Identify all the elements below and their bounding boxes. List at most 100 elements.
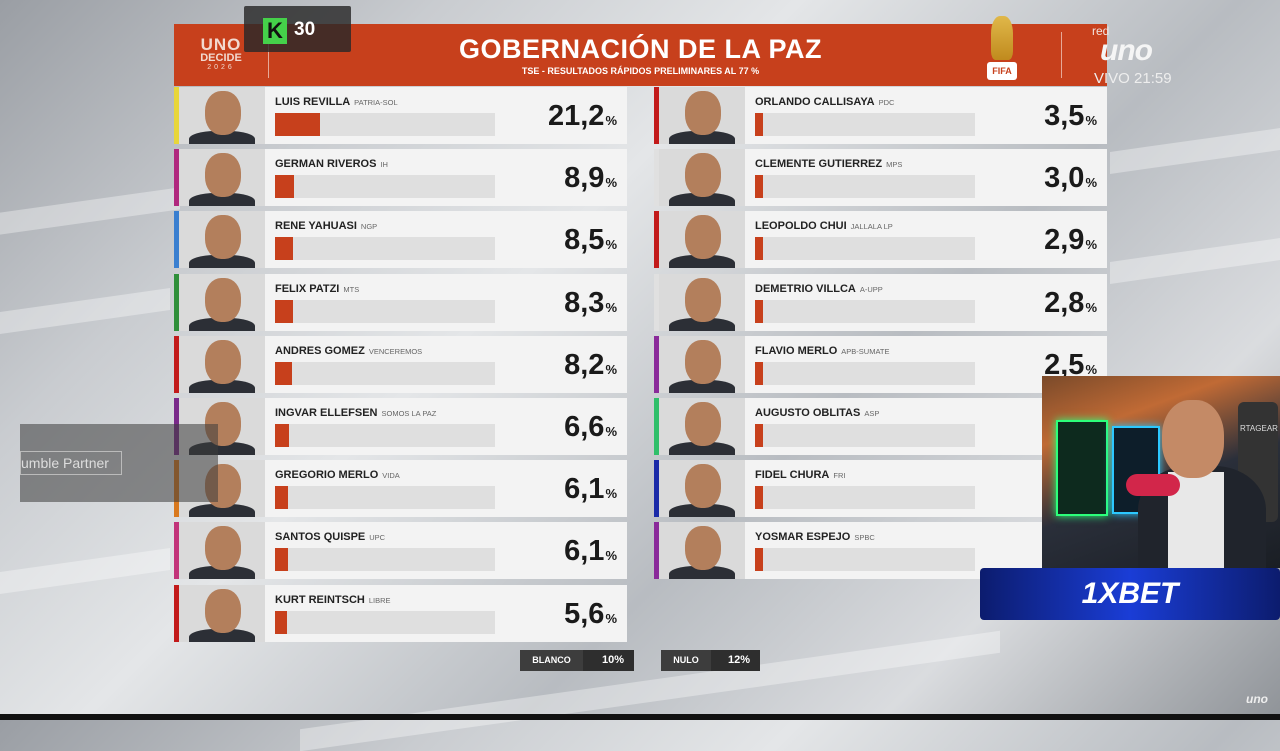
candidate-portrait-body [189, 628, 255, 642]
vote-bar [275, 237, 293, 261]
percentage-value: 8,9 [564, 162, 605, 195]
vote-bar-track [755, 299, 975, 323]
candidate-party: JALLALA LP [850, 222, 893, 232]
vote-bar-track [275, 361, 495, 385]
candidate-name-line: SANTOS QUISPE UPC [275, 531, 385, 543]
percent-symbol: % [605, 548, 617, 564]
candidate-portrait-head [205, 526, 241, 571]
candidate-portrait-body [189, 193, 255, 207]
world-cup-logo: FIFA [980, 16, 1024, 82]
party-color-stripe [174, 211, 179, 269]
candidate-name: GERMAN RIVEROS [275, 158, 377, 171]
vote-percentage: 8,2% [564, 349, 617, 382]
vote-bar-track [275, 113, 495, 136]
percent-symbol: % [605, 610, 617, 626]
candidate-row: CLEMENTE GUTIERREZ MPS 3,0% [654, 149, 1107, 207]
percent-symbol: % [1085, 299, 1097, 315]
candidate-photo [659, 87, 745, 144]
vote-bar-track [275, 299, 495, 323]
percentage-value: 2,5 [1044, 348, 1085, 381]
party-color-stripe [174, 273, 179, 331]
candidate-name: ORLANDO CALLISAYA [755, 96, 875, 108]
candidate-name: GREGORIO MERLO [275, 469, 379, 482]
candidate-row: AUGUSTO OBLITAS ASP [654, 398, 1107, 455]
brand-line-1: UNO [200, 35, 242, 54]
background-stripe [0, 548, 170, 594]
party-color-stripe [654, 460, 659, 518]
vote-bar-track [275, 548, 495, 572]
kick-logo-icon: K [263, 18, 287, 44]
page-subtitle: TSE - RESULTADOS RÁPIDOS PRELIMINARES AL… [521, 66, 760, 76]
sponsor-banner[interactable]: 1XBET [980, 568, 1280, 620]
trophy-icon [991, 16, 1013, 60]
candidate-name-line: GERMAN RIVEROS IH [275, 158, 388, 170]
candidate-name-line: CLEMENTE GUTIERREZ MPS [755, 158, 902, 170]
party-color-stripe [174, 584, 179, 642]
vote-bar [275, 299, 293, 323]
vote-bar-track [275, 237, 495, 261]
vote-bar-track [275, 175, 495, 199]
candidate-name-line: GREGORIO MERLO VIDA [275, 469, 400, 481]
candidate-photo [659, 149, 745, 207]
percentage-value: 8,2 [564, 348, 605, 381]
vote-bar-track [755, 548, 975, 572]
percentage-value: 3,0 [1044, 162, 1085, 195]
candidate-portrait-body [189, 566, 255, 580]
vote-bar [755, 486, 763, 510]
background-stripe [0, 288, 170, 334]
candidate-portrait-body [669, 566, 735, 580]
candidate-party: MTS [343, 284, 360, 294]
network-name: uno [1100, 34, 1153, 67]
candidate-row: RENE YAHUASI NGP 8,5% [174, 211, 627, 269]
partner-text: umble Partner [20, 451, 122, 475]
candidate-row: ORLANDO CALLISAYA PDC 3,5% [654, 87, 1107, 144]
candidate-portrait-head [205, 215, 241, 260]
brand-line-2: DECIDE [200, 52, 242, 64]
party-color-stripe [174, 335, 179, 393]
vote-percentage: 21,2% [548, 100, 617, 133]
candidate-name: SANTOS QUISPE [275, 531, 366, 544]
candidate-party: UPC [369, 533, 386, 543]
party-color-stripe [174, 149, 179, 207]
candidate-portrait-head [685, 526, 721, 571]
candidate-photo [659, 335, 745, 393]
candidate-name-line: FLAVIO MERLO APB-SUMATE [755, 345, 890, 357]
candidate-portrait-body [189, 504, 255, 518]
candidate-name: KURT REINTSCH [275, 593, 365, 606]
network-logo: red uno VIVO 21:59 [1086, 24, 1196, 87]
candidate-name-line: FELIX PATZI MTS [275, 283, 359, 295]
percentage-value: 8,5 [564, 224, 605, 257]
vote-bar [275, 113, 320, 136]
candidate-name: INGVAR ELLEFSEN [275, 407, 378, 419]
candidate-portrait-body [669, 131, 735, 144]
vote-bar [275, 424, 289, 447]
candidate-photo [179, 211, 265, 269]
candidate-name-line: LUIS REVILLA PATRIA-SOL [275, 96, 398, 108]
percent-symbol: % [605, 486, 617, 502]
percentage-value: 6,1 [564, 535, 605, 568]
candidate-party: APB-SUMATE [841, 346, 890, 356]
percent-symbol: % [605, 175, 617, 191]
candidate-photo [659, 522, 745, 580]
candidate-party: IH [380, 160, 388, 170]
party-color-stripe [654, 211, 659, 269]
sponsor-logo: 1XBET [1081, 577, 1179, 610]
candidate-name: DEMETRIO VILLCA [755, 282, 856, 295]
candidate-party: A-UPP [859, 284, 883, 294]
page-title: GOBERNACIÓN DE LA PAZ [458, 34, 822, 64]
party-color-stripe [654, 273, 659, 331]
vote-bar-track [755, 486, 975, 510]
background-stripe [1110, 128, 1280, 174]
candidate-name-line: KURT REINTSCH LIBRE [275, 594, 391, 606]
candidate-portrait-body [669, 379, 735, 393]
fifa-badge: FIFA [987, 62, 1017, 80]
candidate-photo [659, 273, 745, 331]
candidate-photo [179, 149, 265, 207]
candidate-portrait-head [685, 402, 721, 446]
brand-line-3: 2026 [207, 64, 235, 71]
candidate-row: GERMAN RIVEROS IH 8,9% [174, 149, 627, 207]
candidate-row: GREGORIO MERLO VIDA 6,1% [174, 460, 627, 518]
vote-percentage: 2,8% [1044, 287, 1097, 320]
vote-bar-track [755, 424, 975, 447]
percent-symbol: % [605, 237, 617, 253]
